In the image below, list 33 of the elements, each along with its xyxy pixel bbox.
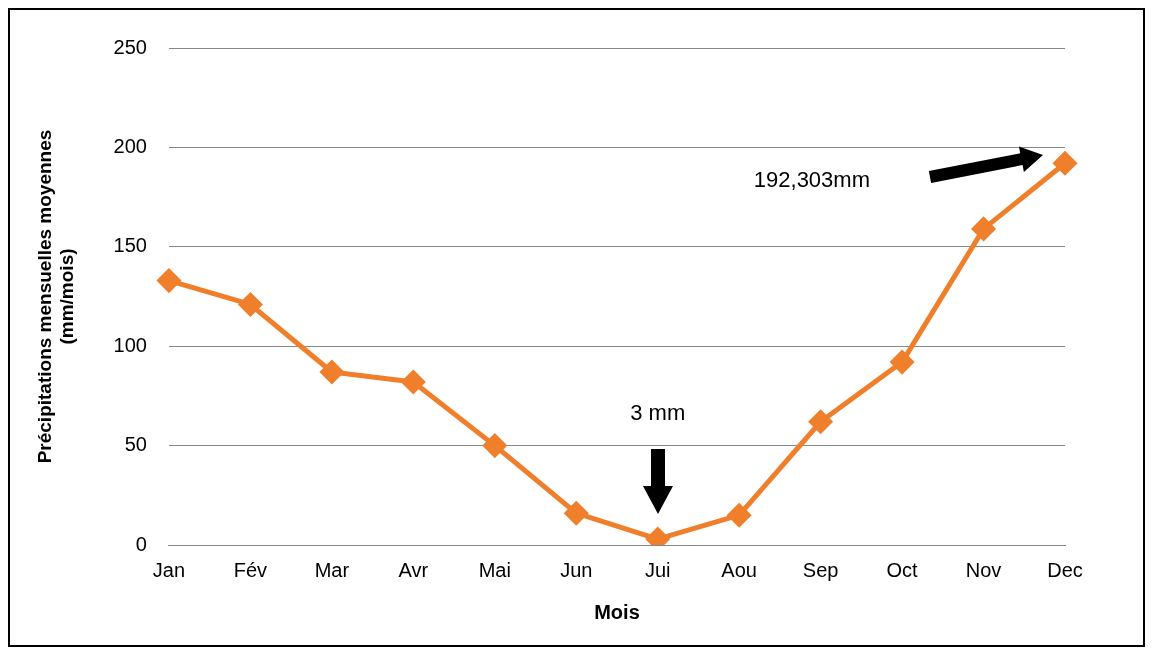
x-tick-label: Aou: [721, 558, 757, 581]
x-tick-label: Mai: [478, 558, 511, 581]
point: [401, 370, 425, 394]
point: [809, 410, 833, 434]
annotation: 192,303mm: [753, 167, 870, 193]
annotation: 3 mm: [630, 400, 686, 426]
y-tick-label: 100: [113, 333, 147, 356]
y-tick-label: 0: [135, 532, 147, 555]
x-tick-label: Fév: [233, 558, 268, 581]
x-tick-label: Nov: [965, 558, 1002, 581]
y-axis-title: Précipitations mensuelles moyennes (mm/mois): [33, 129, 78, 464]
x-tick-label: Oct: [886, 558, 919, 581]
y-tick-label: 250: [113, 35, 147, 58]
x-tick-label: Avr: [398, 558, 429, 581]
x-axis-title: Mois: [594, 600, 640, 623]
x-tick-label: Sep: [802, 558, 839, 581]
x-tick-label: Dec: [1047, 558, 1083, 581]
point: [564, 501, 588, 525]
point: [320, 360, 344, 384]
y-tick-label: 150: [113, 234, 147, 257]
point: [972, 217, 996, 241]
point: [890, 350, 914, 374]
x-tick-label: Jun: [560, 558, 593, 581]
point: [157, 269, 181, 293]
point: [1053, 151, 1077, 175]
point: [727, 503, 751, 527]
point: [483, 434, 507, 458]
x-tick-label: Jui: [644, 558, 671, 581]
x-tick-label: Jan: [152, 558, 186, 581]
x-tick-label: Mar: [314, 558, 350, 581]
y-tick-label: 200: [113, 134, 147, 157]
y-tick-label: 50: [124, 433, 147, 456]
point: [238, 292, 262, 316]
